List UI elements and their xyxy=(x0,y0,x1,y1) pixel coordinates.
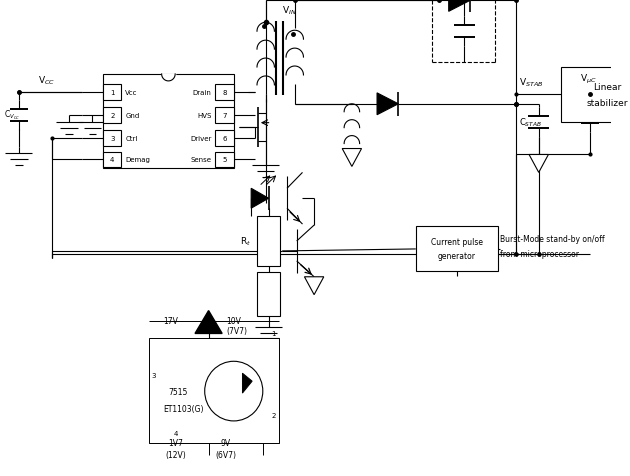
Text: (12V): (12V) xyxy=(165,450,186,459)
Bar xyxy=(416,227,498,271)
Text: 2: 2 xyxy=(110,112,115,119)
Polygon shape xyxy=(377,94,398,116)
Polygon shape xyxy=(342,149,362,167)
Text: 17V: 17V xyxy=(163,317,178,325)
Text: Vcc: Vcc xyxy=(125,89,138,96)
Polygon shape xyxy=(304,277,324,295)
Bar xyxy=(215,85,234,100)
Bar xyxy=(103,75,234,169)
Text: Demag: Demag xyxy=(125,157,150,163)
Text: R$_t$: R$_t$ xyxy=(240,235,251,248)
Bar xyxy=(257,272,280,316)
Bar xyxy=(215,152,234,168)
Text: Drain: Drain xyxy=(193,89,212,96)
Text: ET1103(G): ET1103(G) xyxy=(163,404,203,413)
Bar xyxy=(103,85,122,100)
Text: stabilizer: stabilizer xyxy=(587,99,627,108)
Text: 3: 3 xyxy=(151,372,156,378)
Text: Driver: Driver xyxy=(190,135,212,141)
Text: Ctrl: Ctrl xyxy=(125,135,138,141)
Text: 5: 5 xyxy=(222,157,227,163)
Text: 7515: 7515 xyxy=(168,387,187,396)
Polygon shape xyxy=(251,189,268,209)
Circle shape xyxy=(205,361,263,421)
Text: C$_{STAB}$: C$_{STAB}$ xyxy=(519,116,542,129)
Text: 4: 4 xyxy=(173,430,178,436)
Text: Current pulse: Current pulse xyxy=(431,238,483,247)
Text: Linear: Linear xyxy=(593,83,621,92)
Text: from microprocessor: from microprocessor xyxy=(500,250,579,259)
Bar xyxy=(149,339,279,443)
Text: 6: 6 xyxy=(222,135,227,141)
Text: 7: 7 xyxy=(222,112,227,119)
Bar xyxy=(215,130,234,146)
Bar xyxy=(215,108,234,123)
Bar xyxy=(103,108,122,123)
Text: 1: 1 xyxy=(271,331,276,337)
Text: 10V: 10V xyxy=(226,317,241,325)
Text: generator: generator xyxy=(438,251,476,260)
Text: (7V7): (7V7) xyxy=(226,326,247,335)
Polygon shape xyxy=(195,311,222,334)
Bar xyxy=(561,68,630,122)
Text: Burst-Mode stand-by on/off: Burst-Mode stand-by on/off xyxy=(500,235,605,244)
Text: 1: 1 xyxy=(110,89,115,96)
Text: C$_{V_{CC}}$: C$_{V_{CC}}$ xyxy=(4,109,21,122)
Text: 1V7: 1V7 xyxy=(168,438,183,447)
Text: V$_{STAB}$: V$_{STAB}$ xyxy=(519,77,544,89)
Bar xyxy=(103,130,122,146)
Text: 9V: 9V xyxy=(221,438,231,447)
Text: 3: 3 xyxy=(110,135,115,141)
Text: V$_{\mu C}$: V$_{\mu C}$ xyxy=(580,73,597,86)
Text: (6V7): (6V7) xyxy=(215,450,236,459)
Text: V$_{CC}$: V$_{CC}$ xyxy=(38,75,55,87)
Polygon shape xyxy=(449,0,470,12)
Bar xyxy=(103,152,122,168)
Text: Gnd: Gnd xyxy=(125,112,140,119)
Polygon shape xyxy=(529,155,549,173)
Text: 8: 8 xyxy=(222,89,227,96)
Text: 2: 2 xyxy=(272,412,276,418)
Bar xyxy=(257,217,280,266)
Polygon shape xyxy=(243,373,252,393)
Text: HVS: HVS xyxy=(197,112,212,119)
Text: V$_{IN}$: V$_{IN}$ xyxy=(282,4,297,17)
Text: 4: 4 xyxy=(110,157,115,163)
Text: Sense: Sense xyxy=(190,157,212,163)
